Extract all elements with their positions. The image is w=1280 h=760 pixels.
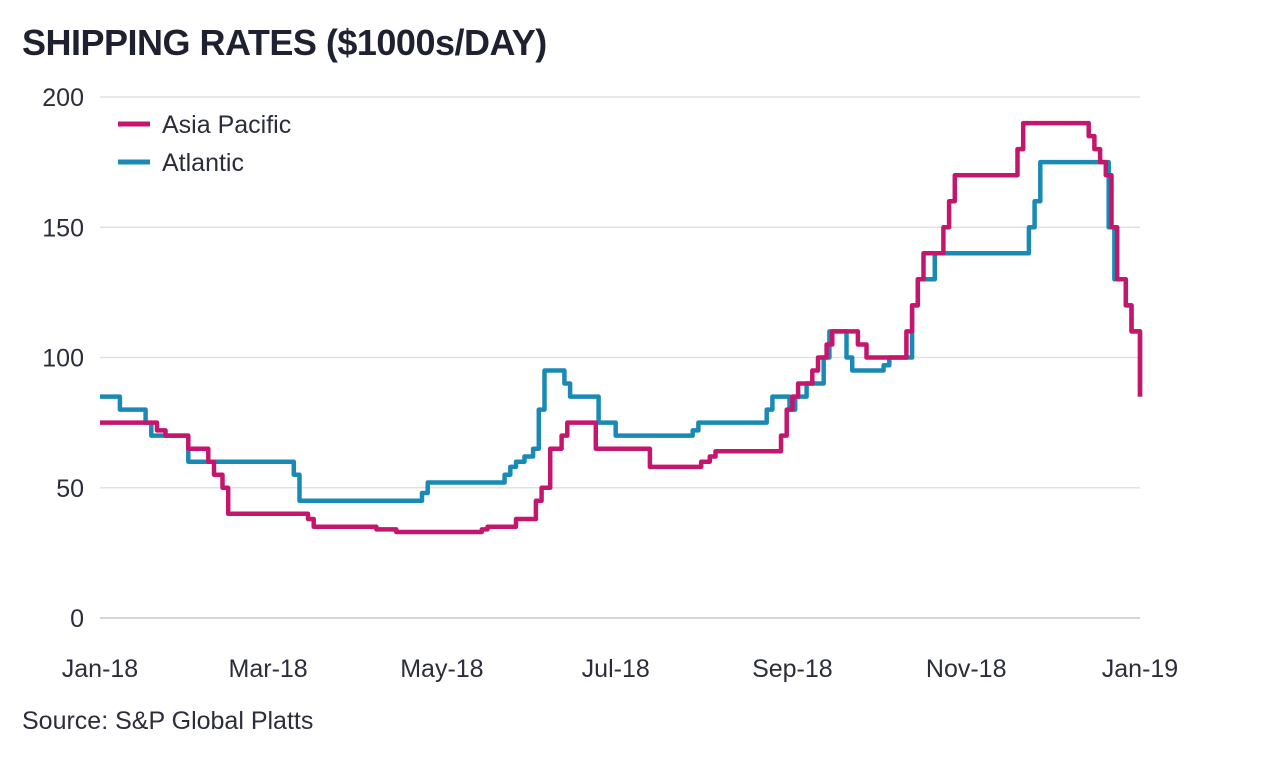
series-line-atlantic — [100, 159, 1143, 504]
y-tick-label: 0 — [70, 605, 84, 633]
series-line-asia-pacific — [100, 120, 1143, 535]
x-tick-label: Mar-18 — [229, 655, 308, 683]
y-tick-label: 150 — [42, 214, 84, 242]
x-tick-label: Jul-18 — [582, 655, 650, 683]
x-tick-label: Jan-18 — [62, 655, 138, 683]
y-tick-label: 50 — [56, 475, 84, 503]
x-tick-label: Sep-18 — [752, 655, 833, 683]
source-note: Source: S&P Global Platts — [22, 707, 314, 735]
x-tick-label: May-18 — [400, 655, 483, 683]
x-tick-label: Jan-19 — [1102, 655, 1178, 683]
y-tick-label: 200 — [42, 84, 84, 112]
chart-title: SHIPPING RATES ($1000s/DAY) — [22, 22, 547, 63]
legend-label-atlantic: Atlantic — [162, 149, 244, 177]
x-tick-label: Nov-18 — [926, 655, 1007, 683]
y-tick-label: 100 — [42, 345, 84, 373]
legend-label-asia-pacific: Asia Pacific — [162, 111, 291, 139]
